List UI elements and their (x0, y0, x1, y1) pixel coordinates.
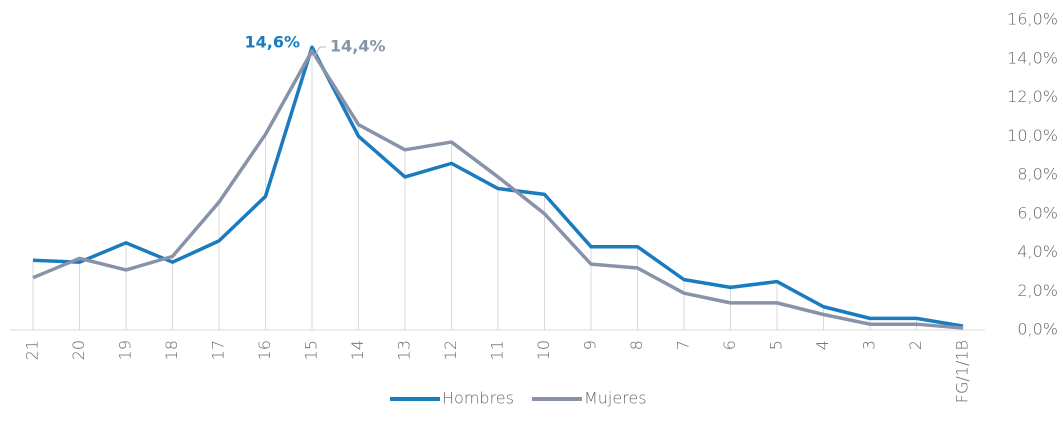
x-tick-label: 2 (906, 340, 925, 350)
x-tick-label: 14 (348, 340, 367, 360)
y-tick-label: 16,0% (1007, 10, 1058, 29)
y-tick-label: 6,0% (1017, 203, 1058, 222)
x-tick-label: 19 (116, 340, 135, 360)
x-tick-label: 11 (488, 340, 507, 360)
annotation: 14,4% (330, 37, 386, 56)
x-tick-label: 6 (720, 340, 739, 350)
series-line (32, 45, 964, 328)
x-tick-label: 3 (860, 340, 879, 350)
x-tick-label: 8 (627, 340, 646, 350)
x-tick-label: 5 (767, 340, 786, 350)
x-tick-label: 18 (162, 340, 181, 360)
x-tick-label: 15 (302, 340, 321, 360)
y-tick-label: 10,0% (1007, 126, 1058, 145)
legend-label: Hombres (442, 389, 514, 408)
y-tick-label: 8,0% (1017, 165, 1058, 184)
x-tick-label: 10 (534, 340, 553, 360)
x-tick-label: 13 (395, 340, 414, 360)
x-tick-label: 20 (69, 340, 88, 360)
x-tick-label: 21 (23, 340, 42, 360)
series-line (32, 49, 964, 330)
annotation: 14,6% (244, 33, 300, 52)
x-tick-label: 7 (674, 340, 693, 350)
legend-label: Mujeres (584, 389, 647, 408)
y-tick-label: 0,0% (1017, 320, 1058, 339)
x-tick-label: 16 (255, 340, 274, 360)
x-tick-label: FG/1/1B (953, 340, 972, 403)
x-tick-label: 4 (813, 340, 832, 350)
y-tick-label: 12,0% (1007, 87, 1058, 106)
y-tick-label: 4,0% (1017, 242, 1058, 261)
y-tick-label: 14,0% (1007, 48, 1058, 67)
annotation-leader (313, 46, 326, 58)
x-tick-label: 17 (209, 340, 228, 360)
y-tick-label: 2,0% (1017, 281, 1058, 300)
x-tick-label: 9 (581, 340, 600, 350)
x-tick-label: 12 (441, 340, 460, 360)
